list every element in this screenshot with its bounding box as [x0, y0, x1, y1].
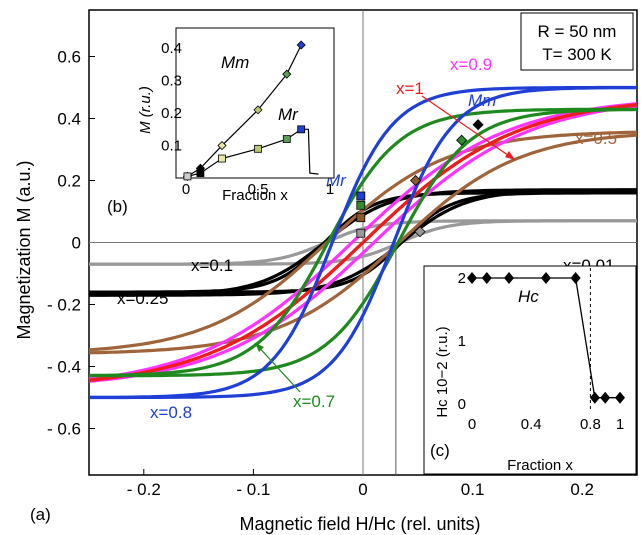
main-ticks: - 0.2 - 0.1 0 0.1 0.2 0.6 0.4 0.2 0 - 0.2 - 0.4 - 0… [47, 48, 594, 500]
inset-b-curves [182, 40, 319, 181]
loop-lower-x=0.01 [89, 219, 637, 266]
mm-marker [472, 119, 484, 131]
label-x025: x=0.25 [117, 289, 169, 308]
inset-b-mm-point [296, 40, 306, 50]
inset-b-xlabel: Fraction x [222, 187, 288, 204]
inset-c-x-tick: 0.8 [580, 416, 601, 433]
x-tick-label: 0.1 [461, 480, 485, 499]
inset-b-label-mm: Mm [221, 53, 249, 72]
y-tick-label: 0.6 [57, 48, 81, 67]
y-tick-label: - 0.4 [47, 358, 81, 377]
inset-b-mm-point [253, 105, 263, 115]
loop-lower-x=0.9 [88, 104, 638, 383]
x-tick-label: 0.2 [570, 480, 594, 499]
inset-b-mr-point [254, 144, 262, 153]
inset-b-y-tick: 0.1 [161, 138, 182, 155]
inset-c-x-tick: 0.4 [521, 416, 542, 433]
x-tick-label: 0 [358, 480, 367, 499]
inset-c-hc-point [467, 272, 477, 284]
x-tick-label: - 0.2 [127, 480, 161, 499]
loop-lower-x=0.8 [89, 86, 637, 400]
inset-c-hc-point [541, 272, 551, 284]
label-x1: x=1 [396, 79, 424, 98]
label-x05: x=0.5 [575, 129, 617, 148]
loop-upper-x=0.8 [89, 85, 637, 399]
y-tick-label: - 0.6 [47, 420, 81, 439]
loop-lower-x=0.7 [88, 107, 638, 378]
y-tick-label: 0.2 [57, 172, 81, 191]
label-x09: x=0.9 [450, 55, 492, 74]
series-labels: x=1 x=0.9 x=0.5 x=0.1 x=0.25 x=0.01 x=0.… [117, 55, 617, 422]
mm-marker [414, 226, 426, 238]
inset-c-ylabel: Hc 10−2 (r.u.) [434, 326, 451, 417]
inset-c-hc-point [570, 272, 581, 284]
inset-c-y-tick: 1 [458, 333, 466, 350]
mr-marker [356, 200, 366, 210]
label-x08: x=0.8 [150, 403, 192, 422]
param-temperature: T= 300 K [542, 45, 612, 64]
inset-b-y-tick: 0.2 [161, 105, 182, 122]
inset-b-ylabel: M (r.u.) [137, 86, 154, 134]
y-tick-label: 0 [72, 234, 81, 253]
mr-marker [356, 213, 366, 223]
mr-marker [356, 228, 366, 238]
param-radius: R = 50 nm [538, 22, 617, 41]
inset-b-x-tick: 0.5 [248, 181, 269, 198]
loop-upper-x=0.7 [88, 107, 638, 378]
mm-marker [410, 174, 422, 187]
main-curves [88, 85, 638, 400]
panel-label-a: (a) [30, 505, 51, 524]
panel-label-b: (b) [107, 197, 128, 216]
inset-b-mm-point [282, 69, 292, 79]
inset-b-mr-point [282, 135, 291, 143]
inset-b-mm-point [217, 140, 227, 151]
inset-c-title: Hc [518, 287, 539, 306]
x-tick-label: - 0.1 [236, 480, 270, 499]
inset-c-xlabel: Fraction x [507, 457, 573, 474]
panel-label-c: (c) [430, 441, 450, 460]
inset-c-ticks: 0 0.4 0.8 1 0 1 2 [458, 268, 624, 433]
label-x07: x=0.7 [293, 392, 335, 411]
label-mm-main: Mm [468, 91, 496, 110]
inset-c-hc-point [615, 391, 625, 404]
inset-b-mr-point [183, 172, 192, 181]
inset-b-y-tick: 0.4 [161, 40, 182, 57]
y-axis-title: Magnetization M (a.u.) [14, 160, 34, 339]
inset-c-hc-point [589, 391, 600, 404]
loop-lower-x=1 [88, 103, 638, 382]
inset-c-hc-point [600, 391, 611, 404]
inset-c-hc-point [481, 272, 492, 284]
y-tick-label: - 0.2 [47, 296, 81, 315]
inset-b-y-tick: 0.3 [161, 73, 182, 90]
y-tick-label: 0.4 [57, 110, 81, 129]
annotation-arrows [254, 95, 516, 393]
inset-c-hc-point [504, 272, 514, 284]
inset-c: 0 0.4 0.8 1 0 1 2 Fraction x Hc 10−2 (r.u.) Hc… [423, 265, 637, 475]
inset-b-label-mr: Mr [278, 105, 299, 124]
loop-lower-x=0.5 [88, 133, 638, 355]
inset-b-mr-point [218, 154, 226, 163]
inset-c-x-tick: 0 [468, 416, 476, 433]
label-x01: x=0.1 [191, 256, 233, 275]
inset-c-y-tick: 2 [458, 270, 466, 287]
mr-marker [356, 191, 366, 201]
inset-b: 0 0.5 1 0.1 0.2 0.3 0.4 Fraction x M (r.u.) Mm… [107, 27, 335, 216]
mm-marker [456, 134, 468, 146]
inset-b-ticks: 0 0.5 1 0.1 0.2 0.3 0.4 [161, 40, 334, 198]
loop-upper-x=0.5 [88, 130, 638, 352]
x-axis-title: Magnetic field H/Hc (rel. units) [239, 514, 480, 534]
parameter-box: R = 50 nm T= 300 K [520, 12, 634, 71]
inset-c-y-tick: 0 [458, 396, 466, 413]
inset-b-x-tick: 1 [326, 181, 334, 198]
inset-c-curves [467, 272, 625, 404]
inset-b-mr-point [196, 169, 205, 178]
main-markers [356, 119, 484, 238]
inset-b-x-tick: 0 [182, 181, 190, 198]
inset-c-x-tick: 1 [616, 416, 624, 433]
loop-lower-x=0.25 [89, 188, 637, 297]
inset-b-mr-point [297, 125, 306, 134]
